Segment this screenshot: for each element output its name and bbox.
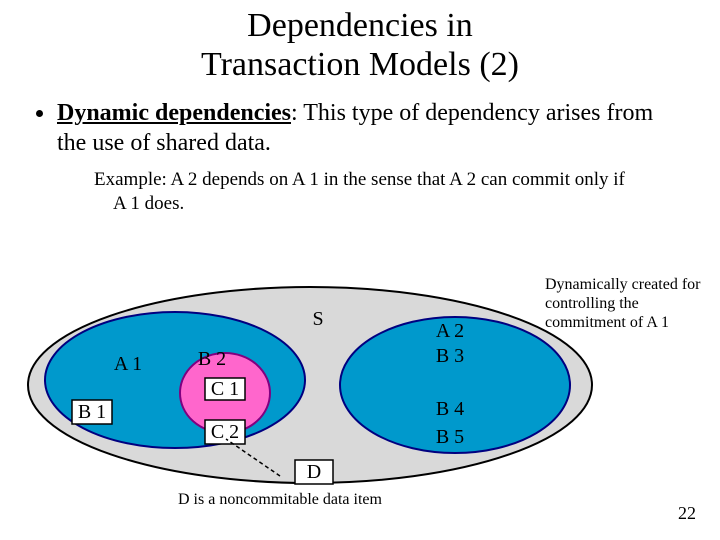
diagram: B 1 C 1 C 2 D S A 1 B 2 A 2 B 3 B 4 B 5 Dynamicall… — [0, 265, 720, 540]
right-annotation: Dynamically created for controlling the … — [545, 275, 700, 333]
label-C1: C 1 — [211, 378, 239, 400]
label-B1: B 1 — [78, 401, 106, 423]
bullet-text: Dynamic dependencies: This type of depen… — [57, 98, 684, 158]
annot-line-3: commitment of A 1 — [545, 314, 669, 331]
title-line-1: Dependencies in — [247, 7, 473, 44]
label-B3: B 3 — [436, 345, 464, 367]
annot-line-2: controlling the — [545, 295, 639, 312]
bottom-caption: D is a noncommitable data item — [178, 490, 382, 509]
label-D: D — [307, 461, 321, 483]
bullet-bold: Dynamic dependencies — [57, 100, 291, 126]
annot-line-1: Dynamically created for — [545, 276, 700, 293]
label-B2: B 2 — [198, 348, 226, 370]
label-B5: B 5 — [436, 426, 464, 448]
bullet-item: Dynamic dependencies: This type of depen… — [36, 98, 684, 158]
label-S: S — [312, 308, 323, 330]
label-B4: B 4 — [436, 398, 464, 420]
example-line-1: Example: A 2 depends on A 1 in the sense… — [94, 169, 625, 190]
title-line-2: Transaction Models (2) — [201, 46, 519, 83]
label-C2: C 2 — [211, 421, 239, 443]
example-text: Example: A 2 depends on A 1 in the sense… — [94, 168, 660, 216]
page-number: 22 — [678, 503, 696, 524]
bullet-dot-icon — [36, 110, 43, 117]
label-A1: A 1 — [114, 353, 142, 375]
example-line-2: A 1 does. — [113, 193, 184, 214]
slide-title: Dependencies in Transaction Models (2) — [0, 0, 720, 84]
label-A2: A 2 — [436, 320, 464, 342]
